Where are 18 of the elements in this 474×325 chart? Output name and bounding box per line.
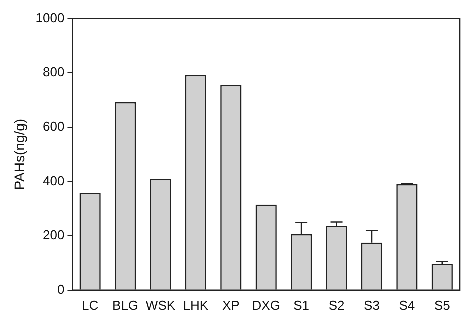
y-tick-label: 400 bbox=[43, 173, 65, 188]
x-tick-label: DXG bbox=[252, 298, 280, 313]
x-tick-label: S5 bbox=[434, 298, 450, 313]
y-tick-label: 600 bbox=[43, 119, 65, 134]
x-tick-label: S2 bbox=[328, 298, 345, 313]
y-axis-title: PAHs(ng/g) bbox=[11, 118, 28, 190]
y-tick-label: 0 bbox=[57, 282, 65, 297]
x-tick-label: S3 bbox=[364, 298, 380, 313]
y-tick-label: 1000 bbox=[36, 10, 65, 26]
x-tick-label: BLG bbox=[112, 298, 139, 313]
y-tick-label: 800 bbox=[43, 64, 65, 80]
y-tick-label: 200 bbox=[43, 228, 65, 243]
x-tick-label: LHK bbox=[183, 298, 209, 313]
x-tick-label: LC bbox=[82, 298, 99, 313]
x-tick-label: XP bbox=[222, 298, 240, 313]
x-tick-label: WSK bbox=[146, 298, 176, 313]
x-tick-label: S1 bbox=[294, 298, 310, 313]
x-tick-label: S4 bbox=[399, 298, 416, 313]
